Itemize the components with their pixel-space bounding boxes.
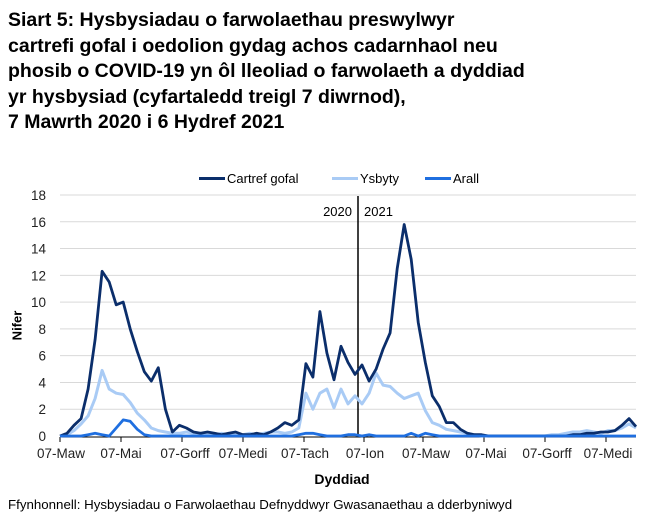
chart-title: Siart 5: Hysbysiadau o farwolaethau pres… [8, 8, 648, 136]
year-label-2021: 2021 [364, 204, 393, 219]
x-tick-label: 07-Gorff [522, 446, 572, 461]
legend-swatch-arall [425, 177, 451, 180]
y-tick-label: 10 [31, 295, 46, 310]
y-tick-label: 8 [38, 322, 46, 337]
chart-legend: Cartref gofal Ysbyty Arall [0, 171, 654, 189]
title-line-3: phosib o COVID-19 yn ôl lleoliad o farwo… [8, 60, 525, 82]
legend-label: Arall [453, 171, 480, 186]
y-tick-label: 2 [38, 402, 46, 417]
x-tick-label: 07-Mai [100, 446, 141, 461]
series-line-ysbyty [59, 368, 637, 438]
x-tick-label: 07-Ion [346, 446, 384, 461]
x-axis: 07-Maw 07-Mai 07-Gorff 07-Medi 07-Tach 07-Ion… [37, 436, 636, 461]
legend-item-ysbyty: Ysbyty [332, 171, 399, 186]
y-tick-label: 16 [31, 215, 46, 230]
y-tick-label: 0 [38, 429, 46, 444]
y-tick-label: 18 [31, 188, 46, 203]
x-tick-label: 07-Medi [219, 446, 268, 461]
x-tick-label: 07-Maw [37, 446, 85, 461]
y-tick-label: 14 [31, 242, 47, 257]
legend-label: Ysbyty [360, 171, 400, 186]
series-line-arall [60, 418, 636, 438]
source-note: Ffynhonnell: Hysbysiadau o Farwolaethau … [8, 497, 513, 512]
legend-swatch-ysbyty [332, 177, 358, 180]
x-tick-label: 07-Tach [281, 446, 329, 461]
series-lines [59, 223, 638, 438]
x-tick-label: 07-Gorff [160, 446, 210, 461]
y-tick-label: 12 [31, 268, 46, 283]
title-line-5: 7 Mawrth 2020 i 6 Hydref 2021 [8, 111, 285, 133]
y-tick-label: 4 [38, 375, 46, 390]
y-axis-label: Nifer [9, 310, 25, 341]
legend-item-arall: Arall [425, 171, 479, 186]
title-line-2: cartrefi gofal i oedolion gydag achos ca… [8, 34, 498, 57]
x-tick-label: 07-Maw [402, 446, 450, 461]
x-tick-label: 07-Mai [465, 446, 506, 461]
title-line-4: yr hysbysiad (cyfartaledd treigl 7 diwrn… [8, 85, 406, 108]
title-line-1: Siart 5: Hysbysiadau o farwolaethau pres… [8, 9, 455, 31]
gridlines [60, 194, 636, 410]
x-tick-label: 07-Medi [584, 446, 633, 461]
y-tick-label: 6 [38, 349, 46, 364]
x-axis-label: Dyddiad [314, 471, 370, 487]
legend-item-cartref-gofal: Cartref gofal [199, 171, 299, 186]
y-axis-ticks: 0 2 4 6 8 10 12 14 16 18 [31, 188, 47, 444]
legend-swatch-cartref-gofal [199, 177, 225, 180]
legend-label: Cartref gofal [227, 171, 299, 186]
year-label-2020: 2020 [323, 204, 352, 219]
